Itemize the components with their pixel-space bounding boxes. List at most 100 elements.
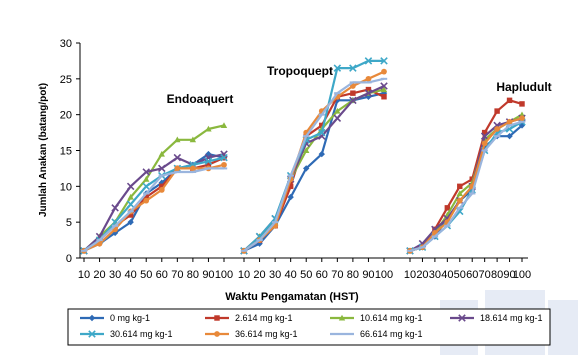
series-group [406, 120, 526, 252]
x-tick-label: 10 [238, 269, 250, 281]
point-marker [338, 314, 346, 321]
series-line [409, 117, 523, 252]
point-marker [189, 171, 197, 173]
x-tick-label: 20 [416, 269, 428, 281]
point-marker [419, 246, 426, 249]
series-line [409, 99, 523, 252]
point-marker [287, 193, 294, 201]
point-marker [480, 132, 489, 140]
point-marker [143, 194, 149, 200]
y-tick-label: 0 [66, 253, 72, 265]
x-tick-label: 40 [441, 269, 453, 281]
point-marker [142, 168, 150, 176]
legend-label: 2.614 mg kg-1 [235, 313, 293, 323]
legend-label: 10.614 mg kg-1 [360, 313, 423, 323]
x-tick-label: 100 [513, 269, 531, 281]
x-tick-label: 10 [78, 269, 90, 281]
point-marker [431, 235, 439, 238]
point-marker [365, 81, 372, 84]
point-marker [158, 150, 165, 157]
point-marker [220, 167, 228, 170]
point-marker [380, 86, 388, 93]
point-marker [333, 64, 342, 72]
point-marker [481, 149, 488, 152]
panel-label: Hapludult [496, 80, 551, 94]
point-marker [303, 147, 310, 154]
point-marker [205, 162, 212, 168]
point-marker [456, 190, 463, 197]
legend-label: 0 mg kg-1 [110, 313, 150, 323]
point-marker [494, 108, 500, 114]
point-marker [365, 75, 372, 82]
point-marker [173, 153, 182, 162]
point-marker [174, 171, 181, 173]
x-tick-label: 60 [316, 269, 328, 281]
watermark-block [548, 300, 578, 355]
point-marker [143, 192, 150, 195]
legend-label: 66.614 mg kg-1 [360, 329, 423, 339]
x-tick-label: 100 [375, 269, 393, 281]
x-tick-label: 80 [347, 269, 359, 281]
x-tick-label: 10 [404, 269, 416, 281]
point-marker [506, 124, 513, 127]
series-group [240, 57, 388, 255]
point-marker [158, 187, 165, 193]
series-line [243, 85, 385, 252]
point-marker [381, 68, 387, 75]
x-tick-label: 70 [331, 269, 343, 281]
y-axis-title: Jumlah Anakan (batang/pot) [38, 83, 49, 217]
x-tick-label: 50 [454, 269, 466, 281]
point-marker [519, 101, 525, 107]
point-marker [271, 221, 279, 224]
point-marker [127, 193, 134, 200]
point-marker [190, 165, 196, 172]
point-marker [80, 249, 88, 252]
y-tick-label: 20 [60, 110, 72, 122]
point-marker [506, 97, 513, 104]
point-marker [126, 182, 135, 191]
point-marker [143, 197, 150, 204]
point-marker [204, 157, 213, 166]
point-marker [127, 210, 134, 213]
axes [76, 42, 528, 262]
point-marker [318, 150, 325, 158]
point-marker [174, 136, 181, 143]
legend: 0 mg kg-1 2.614 mg kg-1 10.614 mg kg-1 18.6… [67, 308, 551, 346]
x-tick-label: 30 [269, 269, 281, 281]
series-line [409, 120, 523, 252]
series-line [409, 117, 523, 252]
legend-label: 30.614 mg kg-1 [110, 329, 173, 339]
point-marker [444, 205, 451, 211]
point-marker [481, 140, 488, 147]
point-marker [126, 200, 135, 209]
legend-item: 36.614 mg kg-1 [205, 329, 298, 339]
series-line [243, 59, 384, 252]
legend-item: 30.614 mg kg-1 [80, 329, 173, 339]
point-marker [159, 183, 165, 190]
series-line [243, 92, 385, 252]
point-marker [349, 81, 357, 84]
point-marker [350, 90, 356, 96]
point-marker [381, 94, 387, 100]
point-marker [214, 315, 220, 321]
legend-item: 66.614 mg kg-1 [330, 329, 423, 339]
point-marker [127, 212, 134, 218]
point-marker [318, 128, 326, 137]
point-marker [506, 118, 513, 125]
point-marker [338, 333, 346, 335]
series-line [83, 153, 225, 252]
point-marker [287, 174, 294, 177]
point-marker [158, 164, 166, 173]
point-marker [88, 330, 96, 338]
point-marker [380, 82, 388, 90]
series-line [83, 156, 225, 252]
x-axis-title: Waktu Pengamatan (HST) [225, 291, 359, 303]
point-marker [456, 206, 463, 209]
series-line [83, 124, 225, 252]
x-tick-label: 30 [109, 269, 121, 281]
y-tick-label: 10 [60, 181, 72, 193]
point-marker [127, 218, 134, 226]
legend-label: 36.614 mg kg-1 [235, 329, 298, 339]
point-marker [214, 331, 220, 337]
